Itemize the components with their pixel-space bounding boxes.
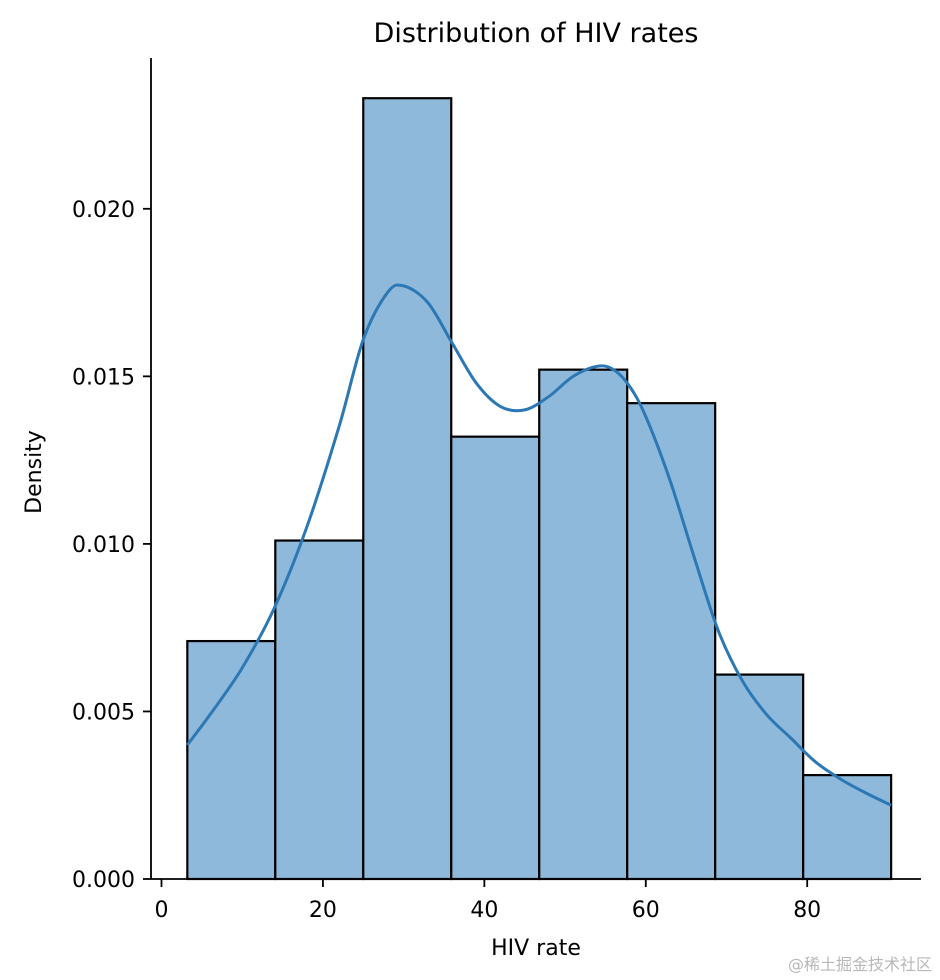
histogram-bar-4 xyxy=(450,435,541,881)
y-tick-label: 0.000 xyxy=(72,868,135,893)
histogram-bar-6 xyxy=(626,402,717,881)
y-tick-label: 0.005 xyxy=(72,700,135,725)
chart-title: Distribution of HIV rates xyxy=(374,18,699,49)
histogram-bar-2 xyxy=(274,539,365,881)
kde-curve xyxy=(186,283,892,807)
y-tick-label: 0.010 xyxy=(72,533,135,558)
watermark-text: @稀土掘金技术社区 xyxy=(788,955,932,974)
x-tick-label: 60 xyxy=(632,898,660,923)
histogram-bar-8 xyxy=(802,774,893,881)
histogram-bar-3 xyxy=(362,97,453,881)
histogram-bar-5 xyxy=(538,368,629,881)
y-axis-label: Density xyxy=(22,430,47,514)
y-ticks-group: 0.000 0.005 0.010 0.015 0.020 xyxy=(72,198,151,893)
x-ticks-group: 0 20 40 60 80 xyxy=(154,879,821,923)
x-tick-label: 20 xyxy=(309,898,337,923)
x-tick-label: 40 xyxy=(470,898,498,923)
x-tick-label: 0 xyxy=(154,898,168,923)
histogram-bar-1 xyxy=(186,639,277,881)
y-tick-label: 0.020 xyxy=(72,198,135,223)
histogram-bar-7 xyxy=(714,673,805,881)
x-tick-label: 80 xyxy=(793,898,821,923)
y-tick-label: 0.015 xyxy=(72,365,135,390)
x-axis-label: HIV rate xyxy=(491,936,581,961)
bars-group xyxy=(186,97,893,881)
